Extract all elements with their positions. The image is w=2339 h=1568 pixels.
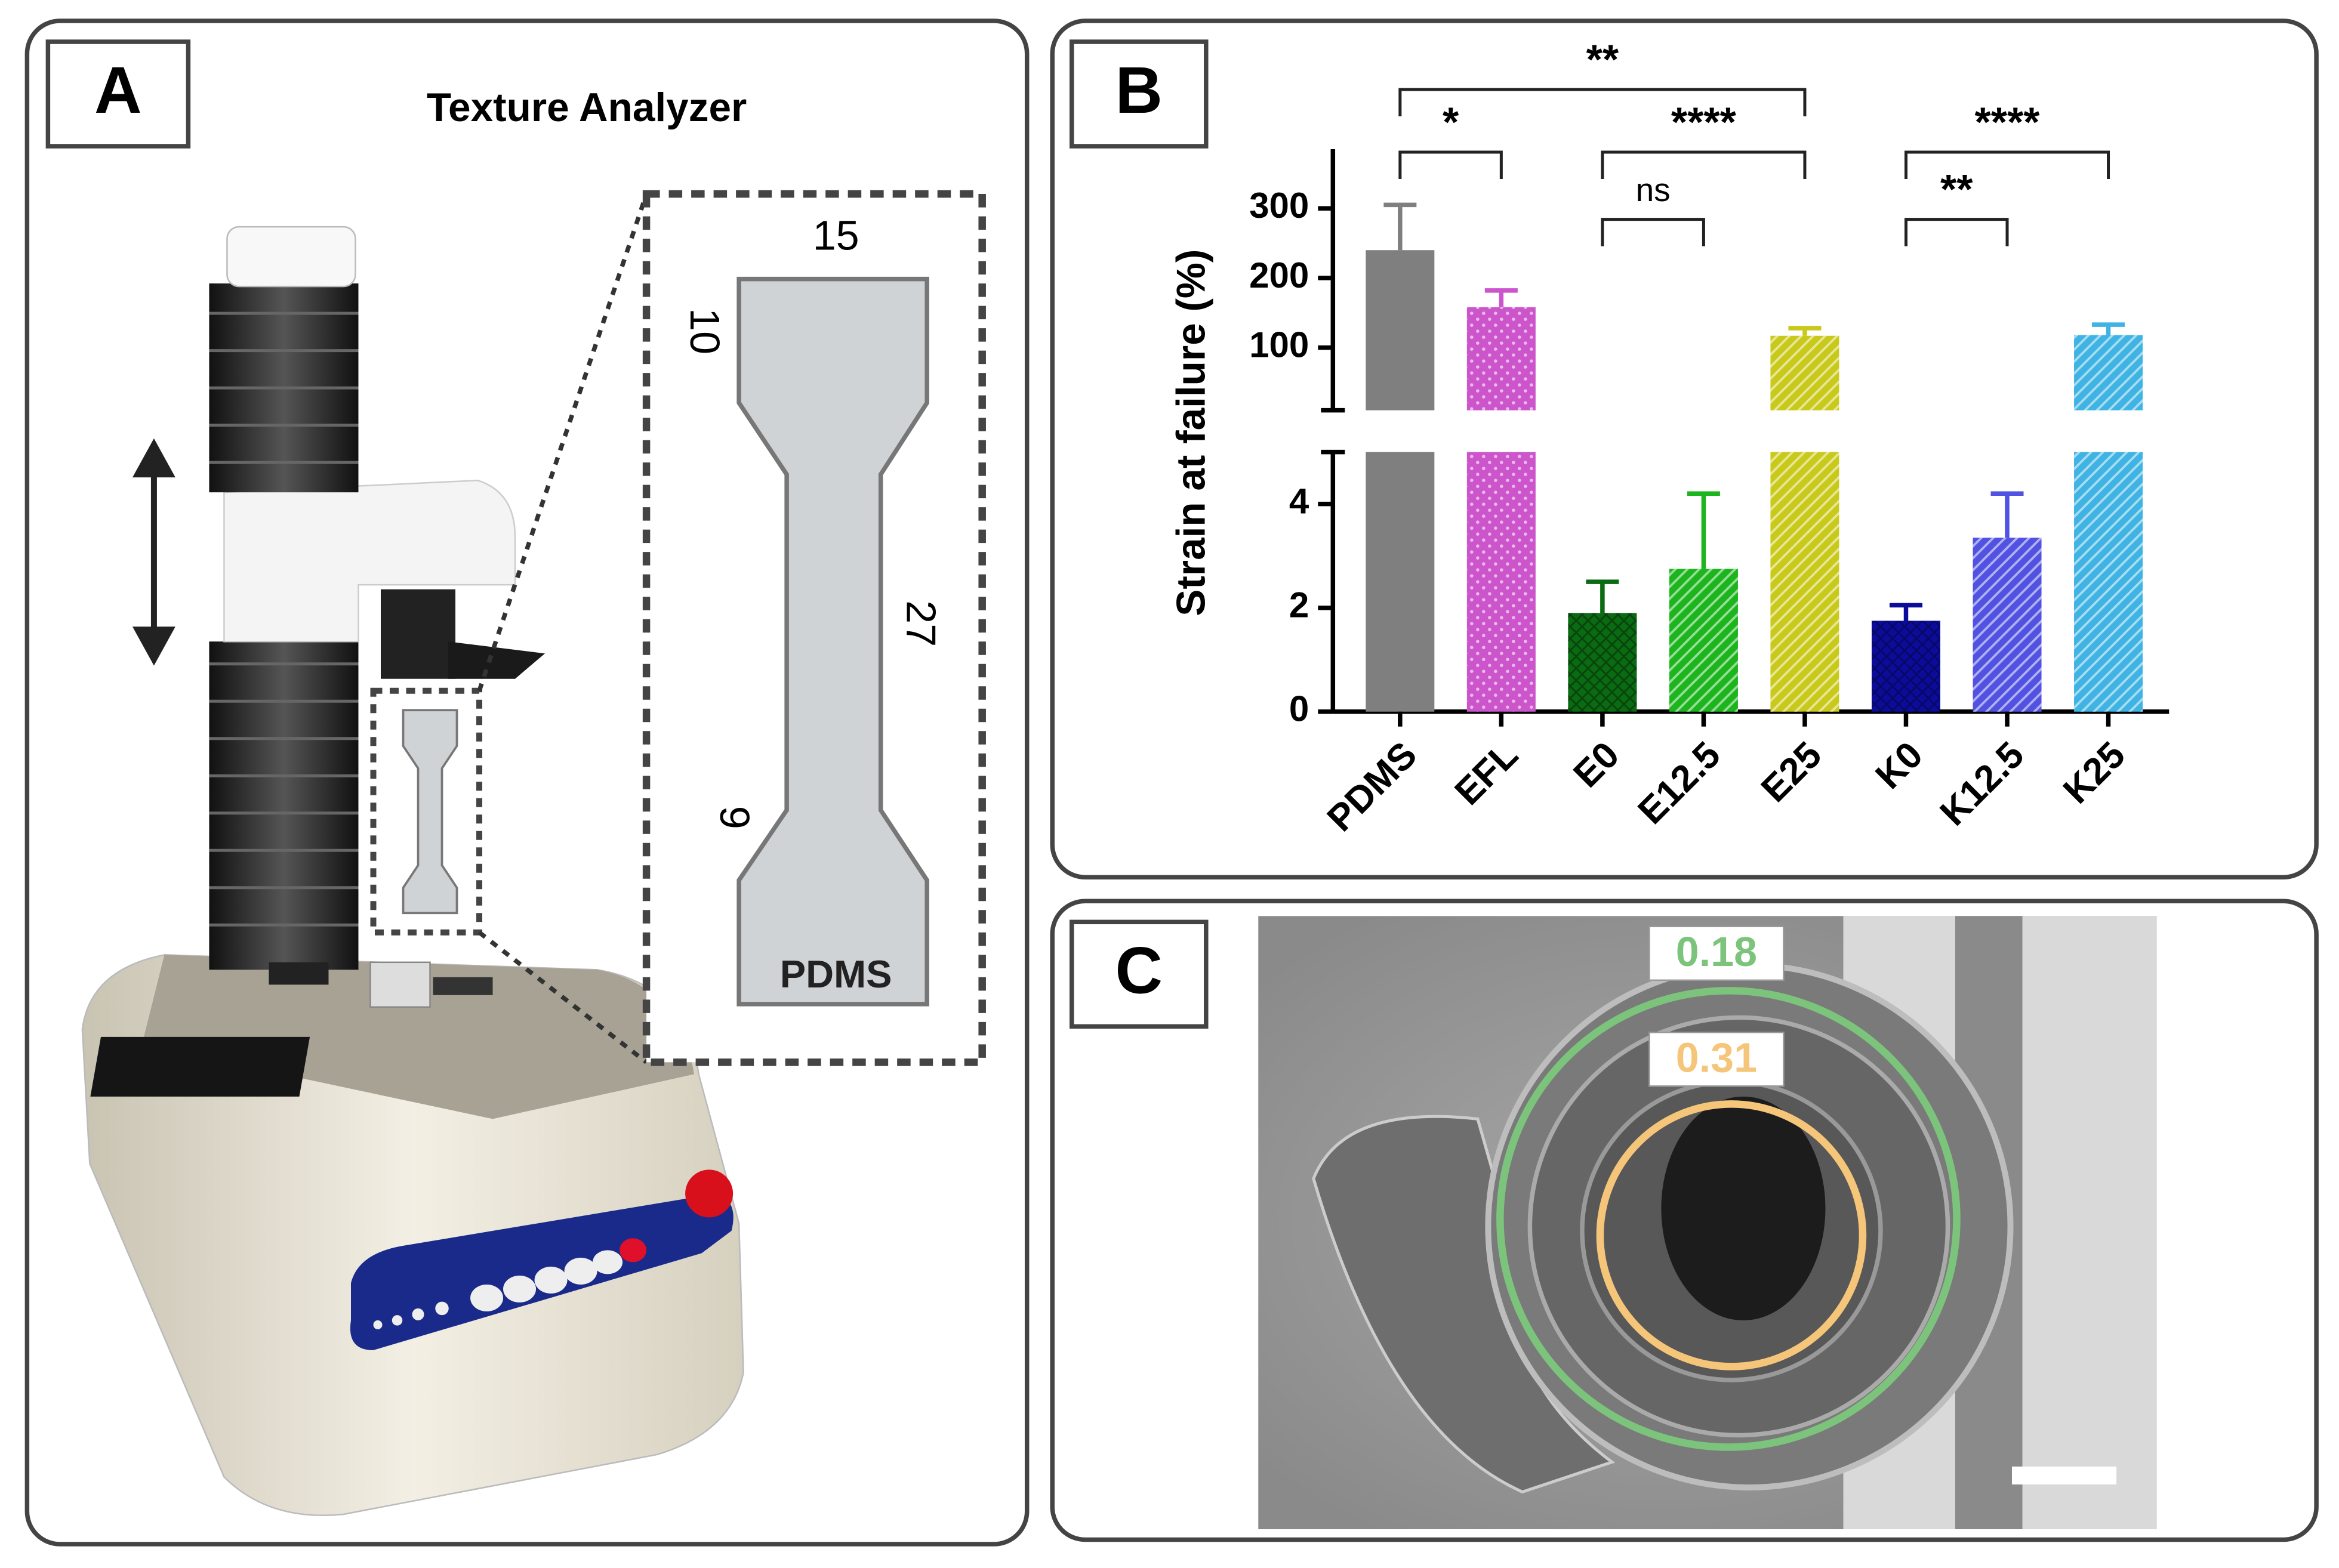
- y-tick-label: 100: [1249, 325, 1309, 365]
- zoom-box: [370, 687, 483, 936]
- label-box: [1069, 39, 1209, 149]
- crosshead: [223, 479, 516, 643]
- motion-arrow: [132, 438, 175, 666]
- significance-bracket: [1398, 88, 1807, 117]
- grip: [369, 961, 431, 1008]
- specimen-label: PDMS: [780, 952, 892, 996]
- significance-label: **: [1940, 166, 1973, 212]
- clamp: [448, 641, 546, 679]
- error-bar: [1383, 202, 1417, 251]
- y-tick-label: 0: [1289, 689, 1309, 729]
- buttons: [373, 1238, 647, 1329]
- panel-label: B: [1115, 54, 1163, 127]
- bar-pattern: [1669, 569, 1738, 712]
- zoom-line: [477, 930, 648, 1064]
- specimen: [736, 276, 929, 1007]
- machine-top: [141, 955, 695, 1119]
- stop-button: [685, 1169, 734, 1218]
- specimen-small: [402, 709, 458, 915]
- y-tick-label: 2: [1289, 585, 1309, 625]
- significance-bracket: [1398, 150, 1503, 180]
- significance-label: ****: [1671, 99, 1737, 146]
- significance-bracket: [1601, 218, 1705, 246]
- zoom-line: [477, 193, 649, 692]
- panel-b: B Strain at failure (%) 024100200300PDMS…: [1069, 36, 2169, 839]
- column-lower: [209, 641, 359, 970]
- dimension: 9: [711, 806, 758, 829]
- bar-pattern: [1466, 307, 1536, 410]
- head: [226, 226, 356, 288]
- y-axis-label: Strain at failure (%): [1169, 249, 1214, 616]
- significance-bracket: [1904, 218, 2009, 246]
- panel-c: C 0.18 0.31: [1069, 916, 2157, 1529]
- label-box: [1648, 1032, 1785, 1087]
- scale-bar: [2012, 1466, 2117, 1484]
- bar-pattern: [1568, 613, 1637, 712]
- bar: [1366, 250, 1435, 410]
- significance-bracket: [1601, 150, 1807, 180]
- y-tick-label: 200: [1249, 255, 1309, 295]
- grip-screw: [433, 977, 493, 995]
- inner-label: 0.31: [1676, 1034, 1757, 1081]
- column-foot: [269, 962, 329, 985]
- significance-label: **: [1586, 36, 1619, 83]
- dimension: 10: [682, 308, 728, 354]
- bar-pattern: [1466, 452, 1536, 712]
- error-bar: [1990, 491, 2024, 538]
- outer-circle: [1496, 987, 1961, 1451]
- significance-label: ****: [1975, 99, 2041, 146]
- error-bar: [2092, 322, 2125, 335]
- bar-pattern: [1770, 452, 1839, 712]
- significance-bracket: [1904, 150, 2110, 180]
- dimension: 27: [898, 600, 945, 647]
- significance-label: ns: [1636, 171, 1671, 208]
- stage: [90, 1036, 310, 1097]
- label-box: [1648, 925, 1785, 981]
- error-bar: [1484, 288, 1518, 307]
- bar-pattern: [1973, 538, 2042, 712]
- load-cell: [380, 589, 456, 679]
- bar-pattern: [1871, 621, 1940, 712]
- label-box: [45, 39, 191, 149]
- bellows-upper: [209, 311, 359, 464]
- bar-pattern: [2074, 452, 2143, 712]
- error-bar: [1586, 579, 1619, 613]
- bellows-lower: [209, 662, 359, 927]
- error-bar: [1687, 491, 1720, 569]
- panel-a: A Texture Analyzer: [45, 39, 986, 1517]
- panel-label: A: [94, 54, 141, 127]
- sem-lumen: [1661, 1096, 1826, 1320]
- y-tick-label: 300: [1249, 186, 1309, 226]
- significance-label: *: [1443, 99, 1459, 146]
- panel-label: C: [1115, 934, 1163, 1007]
- inner-circle: [1596, 1100, 1867, 1371]
- error-bar: [1788, 326, 1822, 336]
- panel-title: Texture Analyzer: [427, 85, 747, 130]
- outer-label: 0.18: [1676, 928, 1757, 975]
- bar-pattern: [1770, 335, 1839, 410]
- label-box: [1069, 919, 1209, 1029]
- bar: [1366, 452, 1435, 712]
- y-tick-label: 4: [1289, 481, 1309, 521]
- error-bar: [1889, 603, 1922, 621]
- dimension: 15: [813, 212, 859, 259]
- bar-pattern: [2074, 335, 2143, 410]
